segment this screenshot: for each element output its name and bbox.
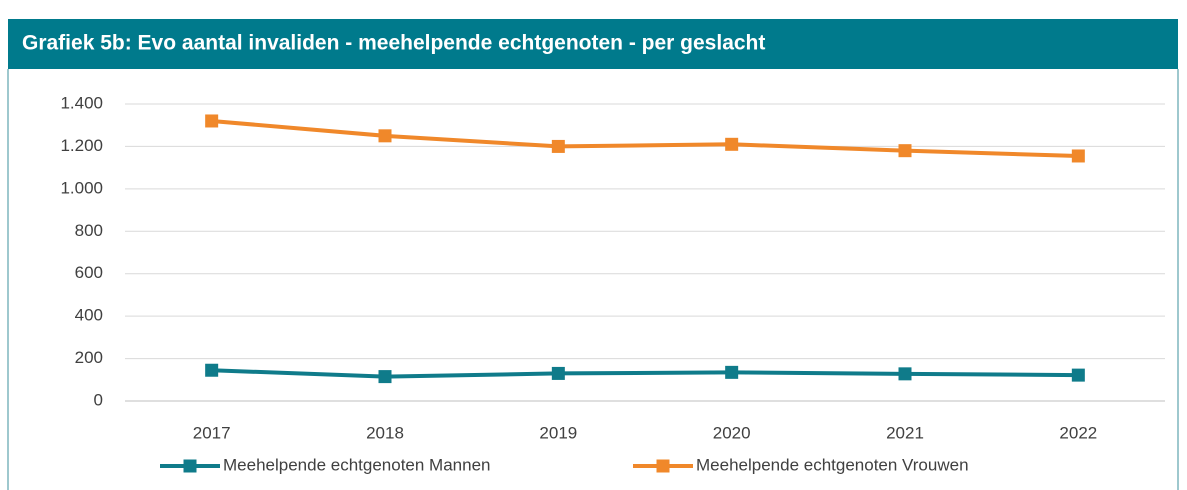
y-tick-label: 200 <box>75 348 103 367</box>
series-line <box>211 118 1079 158</box>
marker <box>378 129 392 143</box>
marker <box>1071 149 1085 163</box>
y-tick-label: 1.400 <box>60 93 103 112</box>
marker <box>551 366 565 380</box>
y-tick-label: 0 <box>94 390 103 409</box>
x-tick-label: 2022 <box>1059 423 1097 442</box>
x-tick-label: 2021 <box>886 423 924 442</box>
marker <box>205 114 219 128</box>
x-tick-label: 2017 <box>193 423 231 442</box>
y-tick-label: 800 <box>75 221 103 240</box>
y-tick-label: 400 <box>75 306 103 325</box>
chart-title: Grafiek 5b: Evo aantal invaliden - meehe… <box>22 32 765 55</box>
legend-label: Meehelpende echtgenoten Vrouwen <box>696 455 969 474</box>
x-tick-label: 2018 <box>366 423 404 442</box>
marker <box>1071 368 1085 382</box>
marker <box>898 144 912 158</box>
y-tick-label: 600 <box>75 263 103 282</box>
marker <box>898 367 912 381</box>
x-tick-label: 2019 <box>539 423 577 442</box>
y-tick-label: 1.200 <box>60 136 103 155</box>
marker <box>378 370 392 384</box>
marker <box>205 363 219 377</box>
header-bar <box>8 19 1178 69</box>
series-line <box>211 368 1079 379</box>
marker <box>551 139 565 153</box>
legend-label: Meehelpende echtgenoten Mannen <box>223 455 491 474</box>
x-tick-label: 2020 <box>713 423 751 442</box>
marker <box>725 365 739 379</box>
y-tick-label: 1.000 <box>60 178 103 197</box>
legend-marker <box>183 459 197 473</box>
marker <box>725 137 739 151</box>
legend-marker <box>656 459 670 473</box>
